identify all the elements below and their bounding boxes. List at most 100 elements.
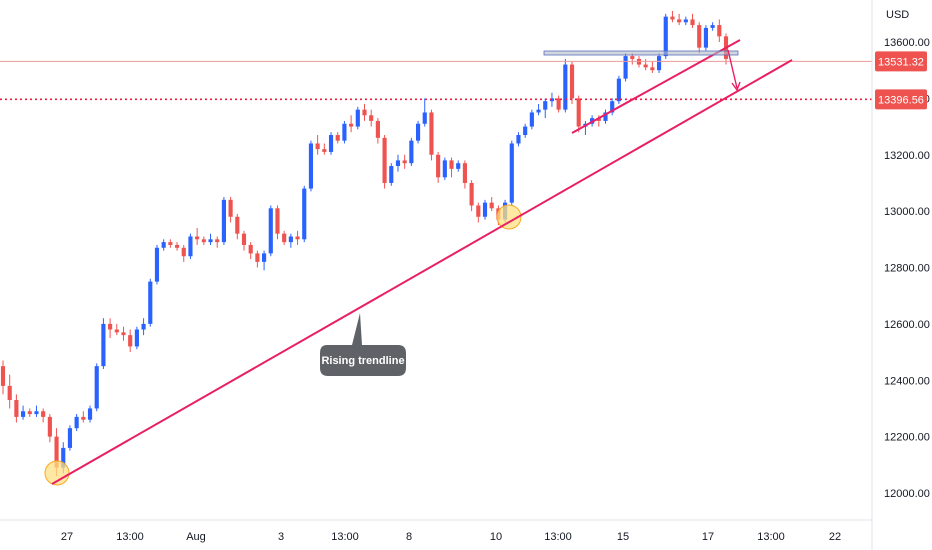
candle-body	[703, 27, 708, 48]
candle-body	[395, 160, 401, 167]
x-tick-label: 22	[829, 531, 841, 543]
x-tick-label: 13:00	[544, 531, 572, 543]
y-tick-label: 13000.00	[884, 206, 930, 218]
candle-body	[34, 411, 39, 415]
candle-body	[61, 447, 66, 468]
candle-body	[683, 19, 688, 23]
candle-body	[630, 56, 635, 59]
candle-body	[489, 202, 494, 209]
candle-body	[94, 366, 99, 409]
candle-body	[262, 253, 267, 262]
candle-body	[616, 78, 621, 102]
price-tags: 13531.32 13396.56	[875, 51, 927, 110]
candle-body	[523, 126, 528, 136]
candle-body	[449, 160, 454, 169]
candle-body	[402, 160, 407, 164]
candle-body	[442, 160, 447, 178]
candle-body	[677, 19, 682, 23]
candle-body	[556, 98, 561, 110]
x-tick-label: 13:00	[757, 531, 785, 543]
trendline-touch-2	[496, 204, 522, 230]
x-tick-label: 13:00	[116, 531, 144, 543]
short-trendline	[571, 39, 741, 134]
price-tag-label: 13396.56	[878, 94, 924, 106]
resistance-zone	[543, 50, 739, 56]
candle-body	[663, 16, 668, 57]
x-tick-label: 27	[61, 531, 73, 543]
candle-body	[369, 115, 374, 121]
candle-body	[482, 202, 488, 217]
candle-body	[315, 143, 320, 150]
candle-body	[174, 244, 180, 248]
candle-body	[255, 253, 260, 262]
candle-body	[148, 281, 153, 324]
candle-body	[74, 416, 79, 429]
y-tick-label: 13200.00	[884, 150, 930, 162]
candle-body	[114, 329, 119, 333]
candle-body	[516, 135, 521, 144]
candle-body	[81, 416, 86, 420]
candle-body	[101, 323, 106, 367]
down-arrow	[727, 49, 738, 89]
candle-body	[282, 233, 287, 243]
candle-body	[355, 109, 360, 127]
candle-body	[215, 239, 220, 243]
candle-body	[389, 166, 394, 183]
candle-body	[275, 208, 280, 234]
y-tick-label: 12600.00	[884, 319, 930, 331]
price-tag-label: 13531.32	[878, 56, 924, 68]
candle-body	[462, 163, 467, 183]
candle-body	[208, 239, 213, 243]
x-tick-label: Aug	[186, 531, 206, 543]
candle-body	[436, 154, 441, 178]
candle-body	[47, 416, 52, 437]
price-tag	[875, 51, 927, 72]
down-arrow-head	[731, 81, 741, 92]
annotation-callout: Rising trendline	[320, 313, 406, 376]
candle-body	[67, 428, 73, 448]
candle-body	[268, 208, 273, 254]
x-axis[interactable]: 27 13:00 Aug 3 13:00 8 10 13:00 15 17 13:00 22	[0, 519, 872, 543]
candle-body	[14, 399, 19, 417]
y-axis[interactable]: USD 12000.00 12200.00 12400.00 12600.00 1280…	[871, 0, 930, 550]
candle-body	[342, 123, 347, 141]
x-tick-label: 8	[406, 531, 412, 543]
candle-body	[456, 163, 461, 169]
candle-body	[201, 239, 206, 243]
candle-body	[27, 411, 32, 415]
candle-body	[643, 64, 648, 68]
candle-body	[349, 123, 354, 127]
candle-body	[41, 411, 46, 417]
candle-body	[168, 242, 173, 245]
candle-body	[21, 411, 26, 417]
candle-body	[248, 244, 253, 254]
x-tick-label: 10	[490, 531, 502, 543]
candle-body	[569, 64, 575, 99]
candle-body	[710, 25, 715, 28]
candle-body	[697, 25, 702, 48]
x-tick-label: 17	[702, 531, 714, 543]
candle-body	[0, 366, 6, 386]
overlays-layer: Rising trendline	[0, 39, 872, 486]
candle-body	[295, 236, 300, 240]
y-tick-label: 13600.00	[884, 37, 930, 49]
candle-body	[308, 143, 314, 189]
y-tick-label: 12400.00	[884, 375, 930, 387]
candle-body	[362, 109, 367, 116]
candle-body	[543, 101, 548, 110]
candle-body	[409, 140, 414, 164]
candle-body	[690, 19, 695, 26]
candle-body	[469, 182, 474, 206]
candle-body	[195, 236, 200, 240]
candle-body	[188, 236, 193, 257]
candle-body	[328, 135, 334, 152]
candle-body	[108, 323, 113, 330]
candle-body	[322, 149, 327, 152]
candle-body	[509, 143, 514, 203]
candle-body	[422, 112, 427, 124]
candle-body	[154, 247, 160, 282]
candle-body	[335, 135, 340, 141]
candle-body	[235, 216, 240, 234]
candle-body	[121, 332, 126, 336]
